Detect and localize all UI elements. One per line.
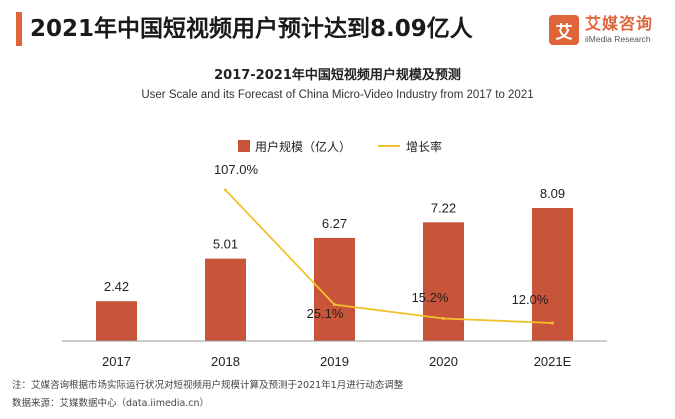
chart-legend: 用户规模（亿人） 增长率	[238, 139, 442, 154]
growth-rate-point-1	[333, 303, 336, 307]
growth-rate-label-2018: 107.0%	[214, 162, 259, 177]
x-tick-label-2021E: 2021E	[534, 354, 572, 369]
bar-value-label-2018: 5.01	[213, 237, 238, 252]
bar-value-label-2019: 6.27	[322, 216, 347, 231]
bar-2017	[96, 301, 137, 341]
legend-line-label: 增长率	[406, 139, 442, 154]
footnote-source: 数据来源：艾媒数据中心（data.iimedia.cn）	[12, 398, 210, 409]
x-tick-label-2017: 2017	[102, 354, 131, 369]
chart-title: 2017-2021年中国短视频用户规模及预测	[214, 68, 461, 83]
legend-bar-label: 用户规模（亿人）	[255, 139, 351, 154]
growth-rate-point-0	[224, 188, 227, 192]
bar-value-label-2021E: 8.09	[540, 186, 565, 201]
brand-name: 艾媒咨询	[584, 14, 653, 34]
bar-value-label-2017: 2.42	[104, 279, 129, 294]
bar-2018	[205, 258, 246, 341]
bar-2021E	[532, 208, 573, 341]
page-title: 2021年中国短视频用户预计达到8.09亿人	[30, 16, 473, 42]
growth-rate-label-2020: 15.2%	[412, 290, 449, 305]
bar-2020	[423, 222, 464, 341]
headline-accent-bar	[16, 12, 22, 46]
x-tick-label-2019: 2019	[320, 354, 349, 369]
growth-rate-point-3	[551, 321, 554, 325]
growth-rate-label-2021E: 12.0%	[512, 292, 549, 307]
brand-logo-block: 艾 艾媒咨询 iiMedia Research	[548, 12, 653, 48]
chart-subtitle: User Scale and its Forecast of China Mic…	[141, 89, 534, 101]
growth-rate-label-2019: 25.1%	[307, 306, 344, 321]
brand-logo-icon: 艾	[548, 15, 579, 45]
x-tick-label-2018: 2018	[211, 354, 240, 369]
legend-bar-swatch	[238, 140, 250, 152]
x-tick-label-2020: 2020	[429, 354, 458, 369]
bar-value-label-2020: 7.22	[431, 200, 456, 215]
growth-rate-point-2	[442, 317, 445, 321]
brand-subname: iiMedia Research	[584, 33, 651, 44]
footnote-note: 注：艾媒咨询根据市场实际运行状况对短视频用户规模计算及预测于2021年1月进行动…	[12, 380, 404, 391]
growth-rate-line	[224, 189, 553, 324]
